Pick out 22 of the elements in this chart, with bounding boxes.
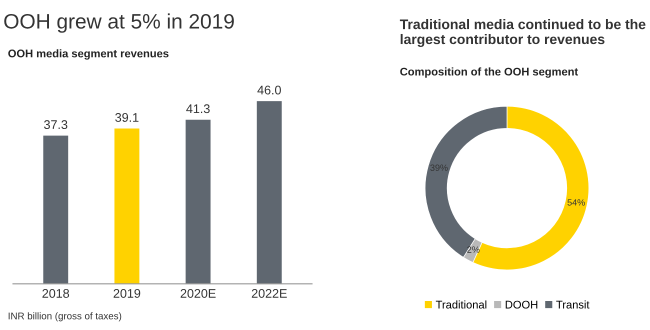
data-label: 39.1 [115, 113, 138, 122]
chart-subtitle: OOH media segment revenues [8, 49, 169, 60]
bar [256, 101, 282, 284]
data-label: 37.3 [44, 120, 68, 130]
bar [114, 128, 140, 284]
text: INR billion (gross of taxes) [8, 312, 122, 322]
x-tick-label: 2019 [114, 288, 140, 298]
data-label: 41.3 [186, 104, 210, 114]
legend-label: Transit [556, 300, 590, 309]
data-label: 54% [567, 199, 585, 206]
bar [186, 120, 211, 284]
x-tick-label: 2022E [252, 288, 287, 298]
x-tick-label: 2018 [42, 288, 70, 298]
bar [43, 136, 68, 284]
data-label: 39% [430, 164, 448, 171]
data-label: 46.0 [257, 86, 281, 94]
chart-title: OOH grew at 5% in 2019 [4, 13, 234, 33]
x-tick-label: 2020E [180, 288, 216, 298]
chart-subtitle: Composition of the OOH segment [400, 67, 578, 78]
legend-label: Traditional [436, 300, 486, 309]
chart-title: Traditional media continued to be the largest contributor to revenues [400, 19, 646, 47]
legend-label: DOOH [506, 300, 538, 309]
